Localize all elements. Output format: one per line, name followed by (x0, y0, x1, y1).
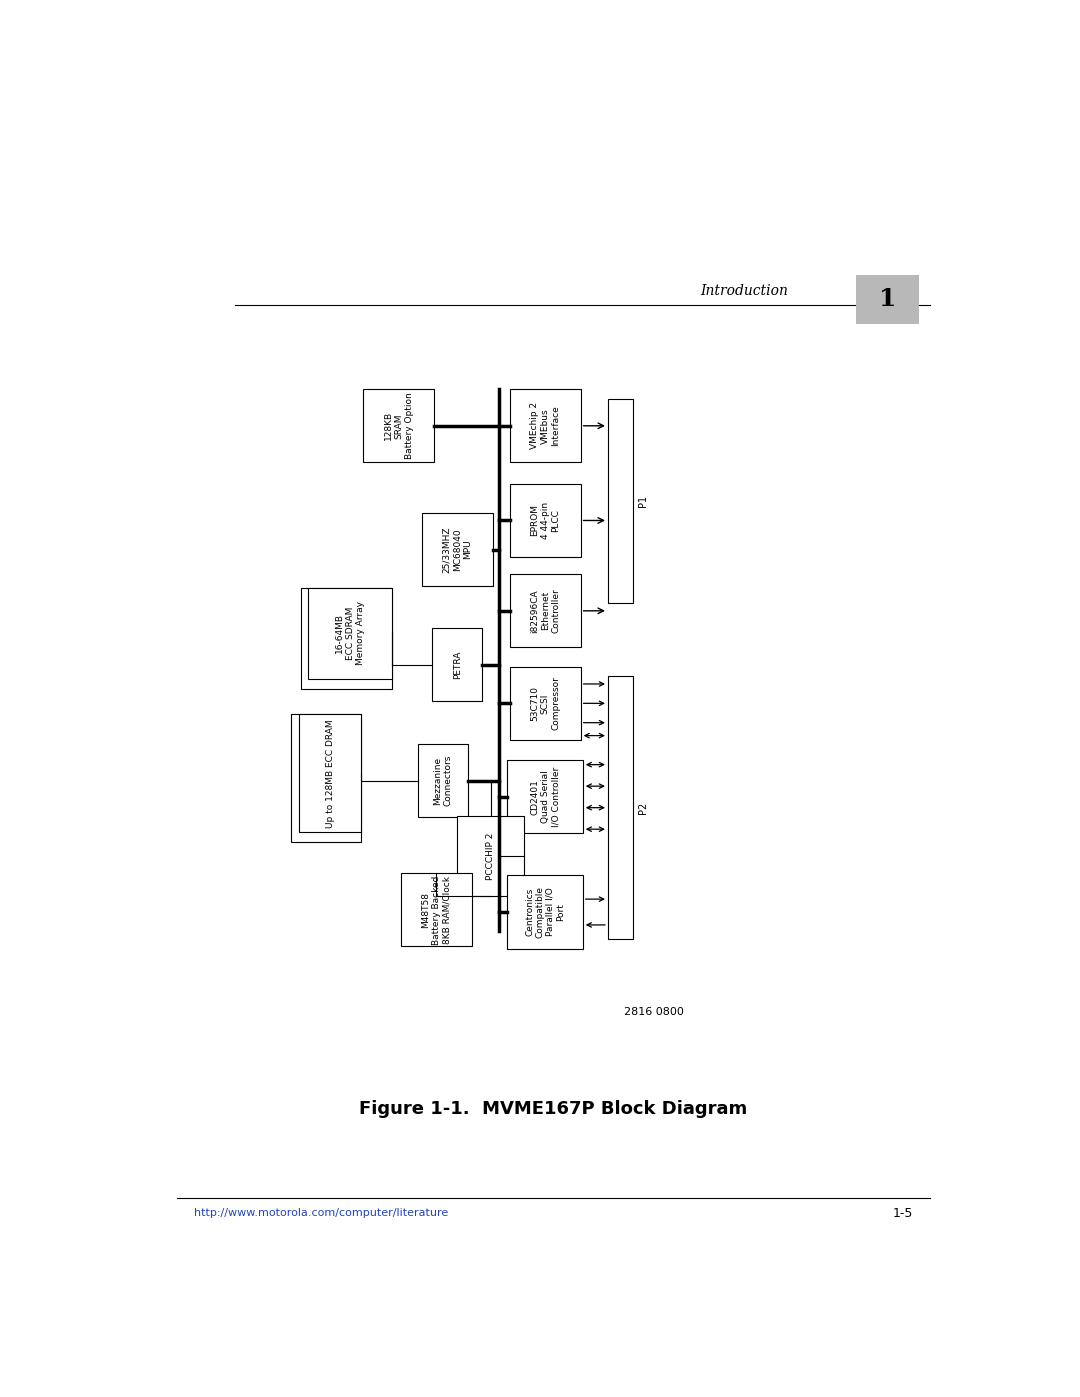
Text: http://www.motorola.com/computer/literature: http://www.motorola.com/computer/literat… (193, 1208, 448, 1218)
Text: 1-5: 1-5 (893, 1207, 914, 1220)
Text: Introduction: Introduction (700, 284, 788, 298)
Text: i82596CA
Ethernet
Controller: i82596CA Ethernet Controller (530, 588, 561, 633)
Text: VMEchip 2
VMEbus
Interface: VMEchip 2 VMEbus Interface (530, 402, 561, 450)
Text: P2: P2 (638, 802, 648, 814)
Bar (608, 400, 633, 604)
Bar (510, 574, 581, 647)
Bar (300, 588, 392, 689)
Bar (457, 816, 524, 897)
Text: P1: P1 (638, 495, 648, 507)
Text: Up to 128MB ECC DRAM: Up to 128MB ECC DRAM (325, 719, 335, 827)
Text: EPROM
4 44-pin
PLCC: EPROM 4 44-pin PLCC (530, 502, 561, 539)
Bar (421, 513, 492, 587)
Text: CD2401
Quad Serial
I/O Controller: CD2401 Quad Serial I/O Controller (530, 767, 561, 827)
Bar (856, 275, 919, 324)
Text: 25/33MHZ
MC68040
MPU: 25/33MHZ MC68040 MPU (443, 527, 472, 573)
Text: PETRA: PETRA (453, 651, 462, 679)
Bar (299, 714, 362, 833)
Bar (508, 760, 583, 834)
Text: 16-64MB
ECC SDRAM
Memory Array: 16-64MB ECC SDRAM Memory Array (335, 602, 365, 665)
Bar (418, 745, 468, 817)
Bar (608, 676, 633, 939)
Text: 53C710
SCSI
Compressor: 53C710 SCSI Compressor (530, 676, 561, 731)
Bar (510, 483, 581, 557)
Bar (432, 629, 483, 701)
Text: 2816 0800: 2816 0800 (624, 1007, 684, 1017)
Bar (510, 390, 581, 462)
Bar (363, 390, 434, 462)
Text: M48T58
Battery Backed
8KB RAM/Clock: M48T58 Battery Backed 8KB RAM/Clock (421, 875, 451, 944)
Text: Centronics
Compatible
Parallel I/O
Port: Centronics Compatible Parallel I/O Port (525, 886, 565, 937)
Bar (510, 666, 581, 740)
Text: Mezzanine
Connectors: Mezzanine Connectors (433, 756, 453, 806)
Bar (308, 588, 392, 679)
Text: Figure 1-1.  MVME167P Block Diagram: Figure 1-1. MVME167P Block Diagram (360, 1099, 747, 1118)
Bar (508, 876, 583, 949)
Text: 1: 1 (879, 288, 896, 312)
Text: 128KB
SRAM
Battery Option: 128KB SRAM Battery Option (383, 393, 414, 460)
Bar (401, 873, 472, 946)
Text: PCCCHIP 2: PCCCHIP 2 (486, 833, 496, 880)
Bar (292, 714, 362, 842)
